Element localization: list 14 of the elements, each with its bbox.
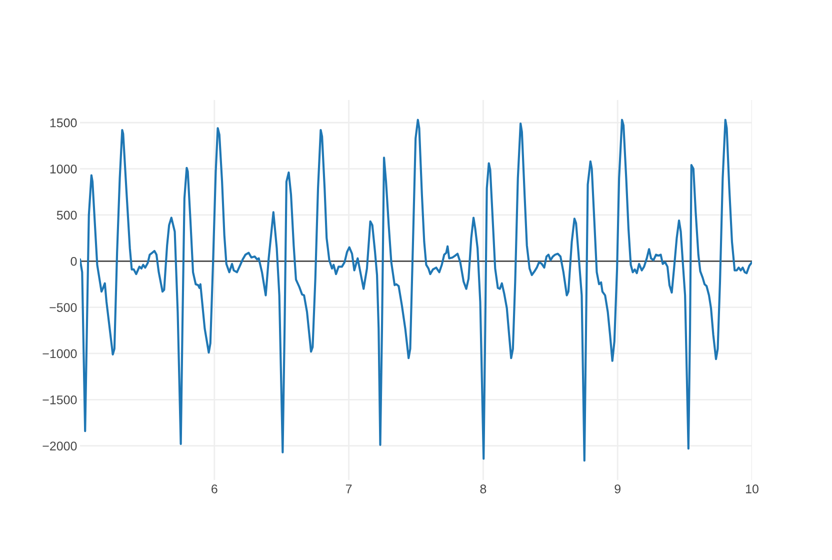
- line-series: [80, 118, 752, 462]
- y-tick-label: −1000: [42, 349, 77, 358]
- x-tick-label: 10: [746, 484, 758, 494]
- y-tick-label: 1000: [50, 164, 77, 174]
- x-tick-label: 9: [614, 484, 620, 494]
- x-tick-label: 6: [212, 484, 218, 494]
- x-tick-label: 8: [480, 484, 486, 494]
- y-tick-label: 500: [56, 210, 77, 220]
- y-tick-label: −500: [50, 303, 77, 312]
- y-tick-label: −1500: [42, 395, 77, 404]
- y-tick-label: −2000: [42, 442, 77, 450]
- y-tick-label: 0: [70, 256, 77, 266]
- y-tick-label: 1500: [50, 118, 77, 128]
- x-tick-label: 7: [346, 484, 352, 494]
